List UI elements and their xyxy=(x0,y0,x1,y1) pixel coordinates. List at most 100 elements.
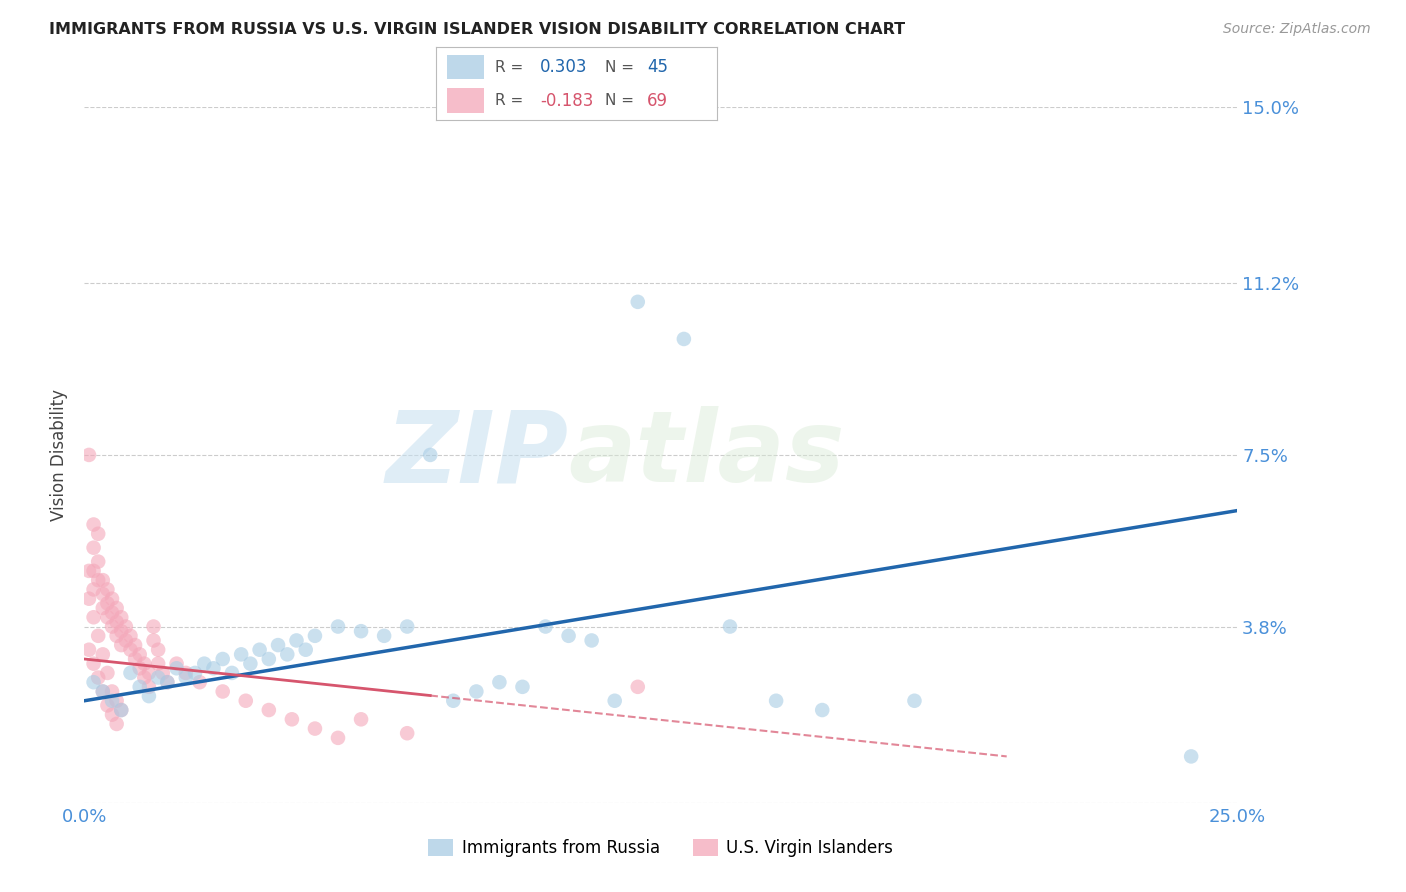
Point xyxy=(235,694,257,708)
Point xyxy=(166,657,188,671)
Point xyxy=(83,517,105,532)
Point xyxy=(110,610,132,624)
Point xyxy=(396,619,419,633)
Point xyxy=(419,448,441,462)
Point xyxy=(718,619,741,633)
Point xyxy=(174,665,197,680)
Point xyxy=(441,694,464,708)
Text: Source: ZipAtlas.com: Source: ZipAtlas.com xyxy=(1223,22,1371,37)
Point xyxy=(304,629,326,643)
Point xyxy=(627,294,650,309)
Point xyxy=(77,591,100,606)
Point xyxy=(105,694,128,708)
Bar xyxy=(447,88,484,113)
Point xyxy=(326,731,349,745)
Point xyxy=(811,703,834,717)
Point xyxy=(128,680,150,694)
Point xyxy=(87,573,110,587)
Point xyxy=(765,694,787,708)
Point xyxy=(142,619,165,633)
Point xyxy=(211,684,233,698)
Point xyxy=(83,675,105,690)
Point xyxy=(249,642,271,657)
Point xyxy=(174,671,197,685)
Legend: Immigrants from Russia, U.S. Virgin Islanders: Immigrants from Russia, U.S. Virgin Isla… xyxy=(422,832,900,864)
Point xyxy=(105,615,128,629)
Point xyxy=(87,526,110,541)
Point xyxy=(488,675,510,690)
Y-axis label: Vision Disability: Vision Disability xyxy=(51,389,69,521)
Text: IMMIGRANTS FROM RUSSIA VS U.S. VIRGIN ISLANDER VISION DISABILITY CORRELATION CHA: IMMIGRANTS FROM RUSSIA VS U.S. VIRGIN IS… xyxy=(49,22,905,37)
Point xyxy=(101,707,124,722)
Point xyxy=(83,541,105,555)
Text: N =: N = xyxy=(605,60,638,75)
Point xyxy=(903,694,925,708)
Point xyxy=(128,648,150,662)
Point xyxy=(96,610,118,624)
Point xyxy=(1180,749,1202,764)
Point xyxy=(87,555,110,569)
Point xyxy=(672,332,695,346)
Text: 0.303: 0.303 xyxy=(540,58,588,76)
Point xyxy=(396,726,419,740)
Point xyxy=(77,642,100,657)
Point xyxy=(581,633,603,648)
Point xyxy=(77,564,100,578)
Point xyxy=(146,671,169,685)
Point xyxy=(77,448,100,462)
Point xyxy=(146,642,169,657)
Point xyxy=(231,648,253,662)
Point xyxy=(603,694,626,708)
Point xyxy=(101,591,124,606)
Point xyxy=(101,684,124,698)
Point xyxy=(350,624,373,639)
Point xyxy=(281,712,304,726)
Point xyxy=(110,703,132,717)
Text: R =: R = xyxy=(495,60,529,75)
Point xyxy=(105,601,128,615)
Point xyxy=(211,652,233,666)
Point xyxy=(128,661,150,675)
Point xyxy=(101,694,124,708)
Point xyxy=(115,633,138,648)
Point xyxy=(193,657,215,671)
Bar xyxy=(447,54,484,79)
Point xyxy=(156,675,179,690)
Point xyxy=(91,573,114,587)
Point xyxy=(557,629,579,643)
Point xyxy=(101,619,124,633)
Point xyxy=(115,619,138,633)
Point xyxy=(87,629,110,643)
Point xyxy=(124,652,146,666)
Point xyxy=(120,642,142,657)
Point xyxy=(152,665,174,680)
Point xyxy=(304,722,326,736)
Point xyxy=(239,657,262,671)
Point xyxy=(96,596,118,610)
Text: 69: 69 xyxy=(647,92,668,110)
Point xyxy=(124,638,146,652)
Point xyxy=(83,657,105,671)
Point xyxy=(91,601,114,615)
Point xyxy=(138,689,160,703)
Point xyxy=(188,675,211,690)
Point xyxy=(120,665,142,680)
Point xyxy=(96,582,118,597)
Point xyxy=(105,717,128,731)
Point xyxy=(276,648,298,662)
Point xyxy=(202,661,225,675)
Point xyxy=(134,657,156,671)
Point xyxy=(326,619,349,633)
Point xyxy=(91,684,114,698)
Point xyxy=(91,587,114,601)
Point xyxy=(83,582,105,597)
Point xyxy=(110,703,132,717)
Point xyxy=(257,652,280,666)
Point xyxy=(184,665,207,680)
Point xyxy=(96,698,118,713)
Point xyxy=(221,665,243,680)
Point xyxy=(134,671,156,685)
Text: R =: R = xyxy=(495,93,529,108)
Point xyxy=(96,665,118,680)
Point xyxy=(350,712,373,726)
